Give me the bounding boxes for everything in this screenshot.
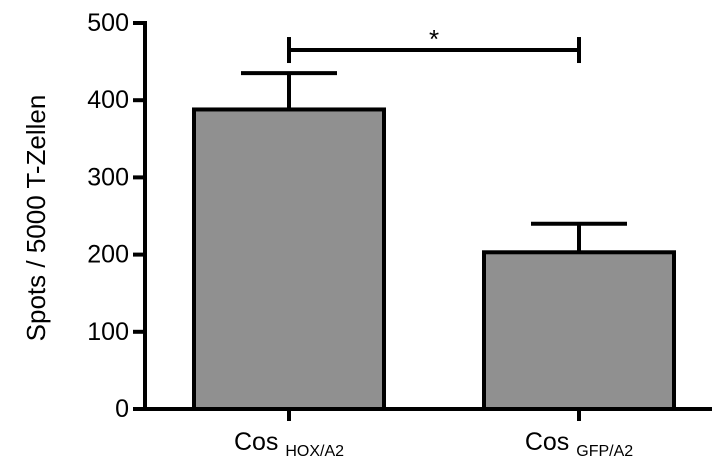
y-axis: 0 100 200 300 400 500 <box>87 9 147 423</box>
y-tick-label: 400 <box>87 86 129 114</box>
x-tick-label-main: Cos <box>234 428 285 456</box>
y-tick-label: 300 <box>87 163 129 191</box>
y-tick-label: 100 <box>87 318 129 346</box>
bar <box>482 250 676 411</box>
x-tick-label-subscript: HOX/A2 <box>285 443 344 460</box>
x-tick-label-subscript: GFP/A2 <box>576 443 633 460</box>
x-tick-label-main: Cos <box>525 428 576 456</box>
bars <box>192 107 676 412</box>
significance-label: * <box>429 24 439 54</box>
y-axis-label: Spots / 5000 T-Zellen <box>21 95 51 342</box>
x-tick-label: Cos HOX/A2 <box>234 428 344 460</box>
significance-bracket: * <box>287 24 581 64</box>
x-tick-label: Cos GFP/A2 <box>525 428 633 460</box>
error-bars <box>241 71 627 253</box>
y-tick-label: 0 <box>115 395 129 423</box>
y-tick-label: 200 <box>87 241 129 269</box>
y-tick-label: 500 <box>87 9 129 37</box>
bar <box>192 107 386 412</box>
x-axis: Cos HOX/A2 Cos GFP/A2 <box>143 407 712 460</box>
